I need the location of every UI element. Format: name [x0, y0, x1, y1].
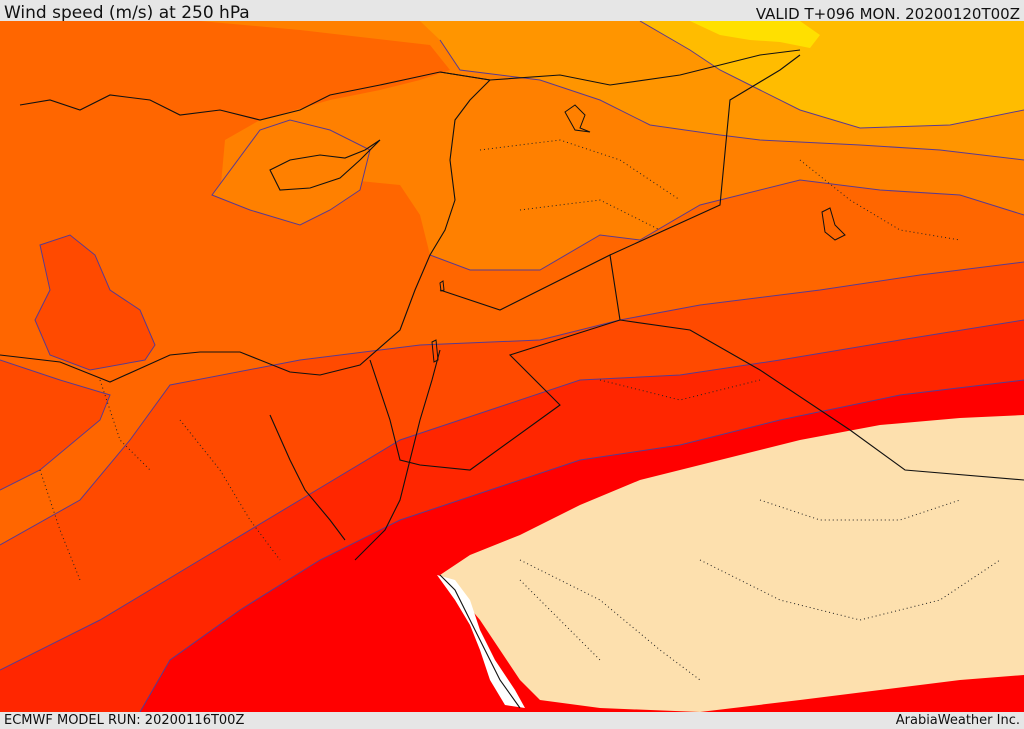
header-bar: Wind speed (m/s) at 250 hPa VALID T+096 …	[0, 0, 1024, 23]
gulf-suez	[269, 414, 346, 541]
model-run: ECMWF MODEL RUN: 20200116T00Z	[4, 713, 245, 728]
band-light-orange	[640, 21, 1024, 128]
band-red-orange-blob	[35, 235, 155, 370]
valid-time: VALID T+096 MON. 20200120T00Z	[755, 5, 1020, 23]
band-yellow	[690, 21, 820, 48]
red-sea-coast	[354, 349, 441, 561]
cyprus	[269, 139, 381, 191]
arabia-west-coast	[439, 574, 521, 709]
band-red-orange	[0, 360, 110, 490]
border-2	[439, 254, 621, 321]
map-title: Wind speed (m/s) at 250 hPa	[4, 3, 250, 23]
calm-zone	[440, 415, 1024, 712]
lake-urmia	[821, 207, 846, 241]
lake-van	[564, 104, 591, 133]
turkey-border	[439, 49, 801, 86]
band-orange2-west	[212, 120, 370, 225]
footer-bar: ECMWF MODEL RUN: 20200116T00Z ArabiaWeat…	[0, 712, 1024, 729]
credit: ArabiaWeather Inc.	[895, 713, 1020, 728]
lake-tiberias	[439, 280, 445, 292]
border-1	[369, 319, 1024, 481]
mediterranean-coast	[0, 71, 492, 383]
band-red-orange-main	[0, 262, 1024, 670]
dead-sea	[431, 339, 439, 363]
wind-speed-map	[0, 21, 1024, 712]
border-3	[609, 54, 801, 256]
band-red1	[0, 320, 1024, 712]
